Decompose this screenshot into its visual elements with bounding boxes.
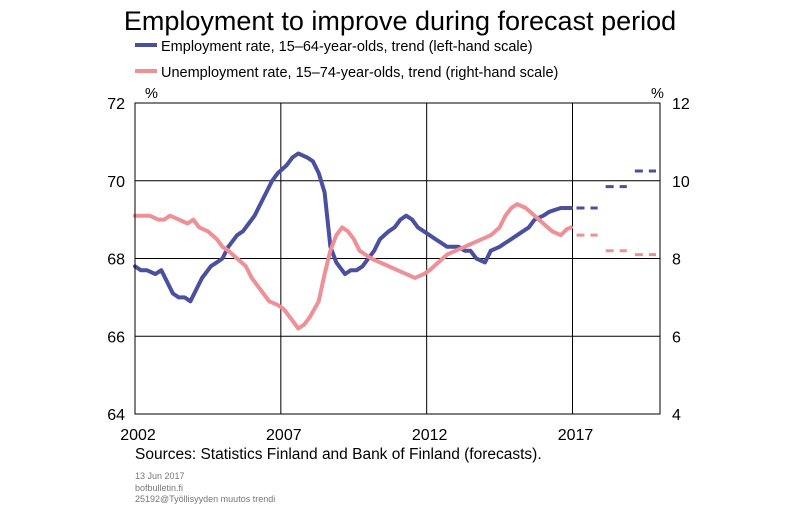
legend-item-employment: Employment rate, 15–64-year-olds, trend …	[135, 38, 533, 56]
footer-code: 25192@Työllisyyden muutos trendi	[135, 494, 276, 504]
legend-swatch-unemployment	[135, 69, 157, 74]
x-tick-2012: 2012	[412, 427, 448, 444]
grid	[135, 103, 660, 414]
footer-site: bofbulletin.fi	[135, 483, 184, 493]
y-left-tick-64: 64	[107, 407, 125, 424]
x-tick-2017: 2017	[558, 427, 594, 444]
y-left-tick-68: 68	[107, 252, 125, 269]
y-right-tick-6: 6	[672, 329, 681, 346]
x-tick-2007: 2007	[266, 427, 302, 444]
legend-item-unemployment: Unemployment rate, 15–74-year-olds, tren…	[135, 64, 558, 82]
legend-label-employment: Employment rate, 15–64-year-olds, trend …	[161, 39, 533, 55]
sources-note: Sources: Statistics Finland and Bank of …	[135, 446, 542, 463]
y-right-tick-8: 8	[672, 252, 681, 269]
y-right-tick-10: 10	[672, 174, 690, 191]
y-left-tick-72: 72	[107, 96, 125, 113]
left-axis-unit: %	[145, 86, 158, 102]
x-tick-2002: 2002	[120, 427, 156, 444]
legend-label-unemployment: Unemployment rate, 15–74-year-olds, tren…	[161, 65, 559, 81]
y-left-tick-70: 70	[107, 174, 125, 191]
right-axis-unit: %	[651, 86, 664, 102]
chart-title: Employment to improve during forecast pe…	[123, 6, 677, 36]
series-layer	[133, 151, 573, 331]
plot-frame	[134, 102, 661, 415]
forecast-layer	[576, 169, 656, 257]
y-right-tick-4: 4	[672, 407, 681, 424]
y-left-tick-66: 66	[107, 329, 125, 346]
y-right-tick-12: 12	[672, 96, 690, 113]
footer-date: 13 Jun 2017	[135, 471, 185, 481]
legend-swatch-employment	[135, 43, 157, 48]
series-line-unemployment	[133, 202, 573, 331]
series-line-employment	[133, 151, 573, 304]
